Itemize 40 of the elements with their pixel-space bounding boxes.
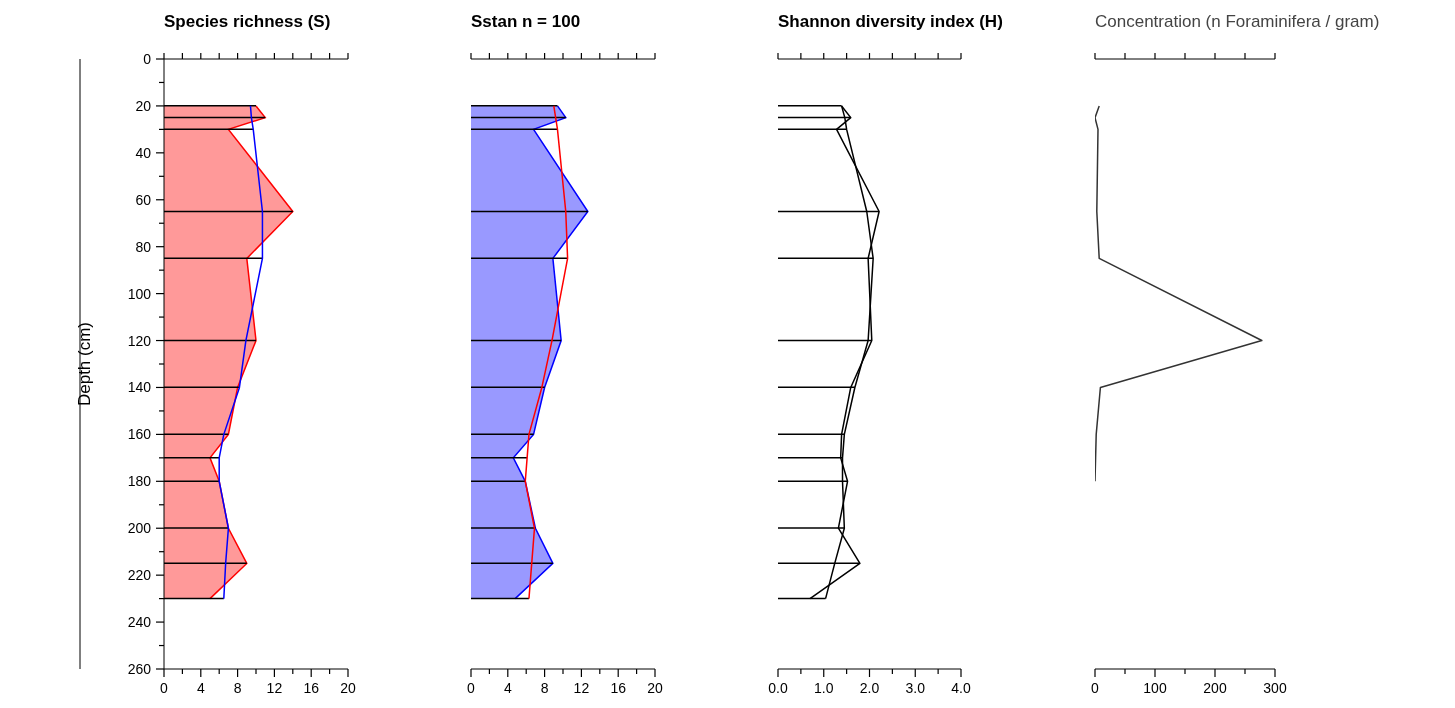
x-tick-label: 8 — [233, 680, 242, 696]
y-tick-label: 80 — [135, 238, 152, 255]
x-tick-label: 0 — [467, 680, 476, 696]
x-tick-label: 1.0 — [814, 680, 834, 696]
x-tick-label: 200 — [1203, 680, 1227, 696]
x-tick-label: 4 — [196, 680, 205, 696]
x-tick-label: 100 — [1143, 680, 1167, 696]
y-tick-label: 40 — [135, 144, 152, 161]
chart-title: Shannon diversity index (H) — [778, 12, 1003, 32]
x-tick-label: 20 — [647, 680, 663, 696]
y-tick-label: 240 — [127, 614, 152, 631]
x-tick-label: 12 — [266, 680, 283, 696]
x-tick-label: 16 — [303, 680, 320, 696]
y-tick-label: 20 — [135, 97, 152, 114]
x-tick-label: 300 — [1263, 680, 1287, 696]
chart-title: Species richness (S) — [164, 12, 331, 32]
chart-title: Sstan n = 100 — [471, 12, 581, 32]
y-tick-label: 120 — [127, 332, 152, 349]
x-tick-label: 0 — [160, 680, 169, 696]
x-tick-label: 4 — [503, 680, 512, 696]
y-tick-label: 260 — [127, 661, 152, 677]
chart-title: Concentration (n Foraminifera / gram) — [1095, 12, 1380, 32]
y-tick-label: 200 — [127, 520, 152, 537]
x-tick-label: 0 — [1091, 680, 1100, 696]
y-tick-label: 100 — [127, 285, 152, 302]
x-tick-label: 20 — [340, 680, 356, 696]
y-tick-label: 0 — [143, 51, 152, 67]
x-tick-label: 3.0 — [905, 680, 926, 696]
x-tick-label: 0.0 — [768, 680, 788, 696]
y-tick-label: 160 — [127, 426, 152, 443]
y-axis-title: Depth (cm) — [75, 321, 95, 407]
y-tick-label: 180 — [127, 473, 152, 490]
y-tick-label: 140 — [127, 379, 152, 396]
x-tick-label: 12 — [573, 680, 590, 696]
x-tick-label: 8 — [540, 680, 549, 696]
y-tick-label: 220 — [127, 567, 152, 584]
y-tick-label: 60 — [135, 191, 152, 208]
x-tick-label: 4.0 — [951, 680, 971, 696]
x-tick-label: 2.0 — [859, 680, 880, 696]
x-tick-label: 16 — [610, 680, 627, 696]
